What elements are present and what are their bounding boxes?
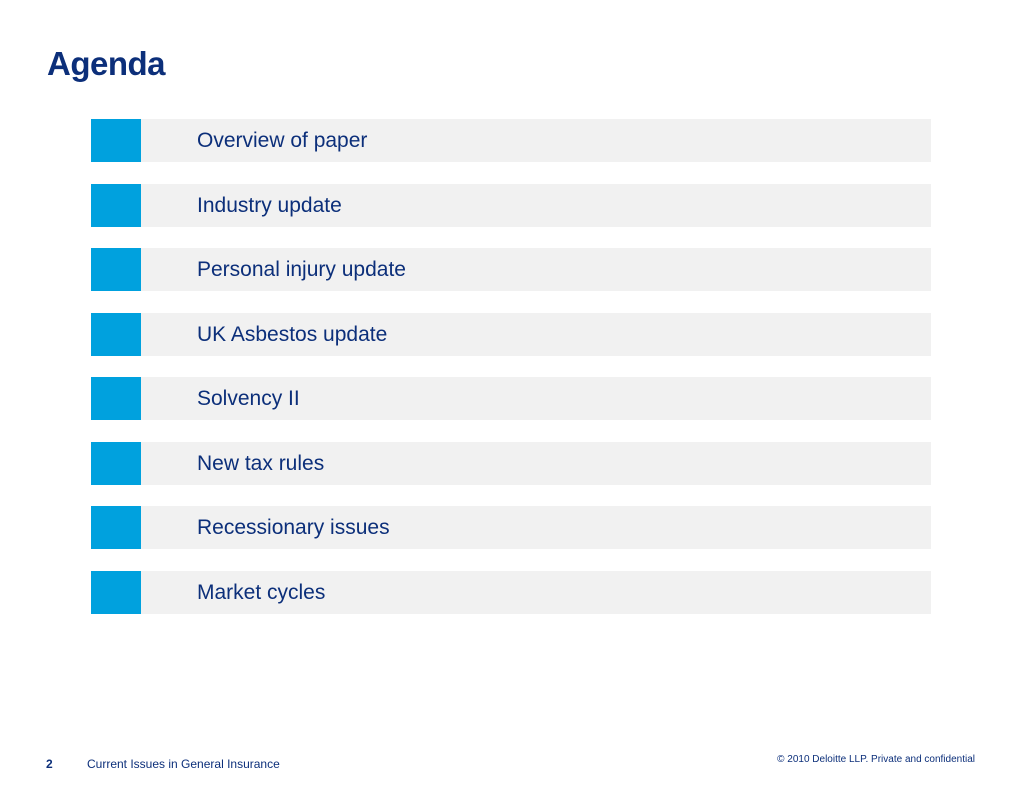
agenda-marker xyxy=(91,183,141,227)
agenda-marker xyxy=(91,570,141,614)
agenda-item: Industry update xyxy=(91,183,931,227)
agenda-item: UK Asbestos update xyxy=(91,312,931,356)
agenda-item-label: New tax rules xyxy=(197,451,325,475)
agenda-list: Overview of paper Industry update Person… xyxy=(91,119,931,635)
agenda-item: Overview of paper xyxy=(91,119,931,162)
agenda-item-label: Industry update xyxy=(197,193,342,217)
footer-copyright: © 2010 Deloitte LLP. Private and confide… xyxy=(777,754,975,765)
agenda-item-label: Recessionary issues xyxy=(197,516,390,539)
agenda-item-label: Market cycles xyxy=(197,580,326,604)
agenda-marker xyxy=(91,119,141,162)
agenda-item: Solvency II xyxy=(91,377,931,420)
agenda-marker xyxy=(91,377,141,420)
agenda-item-label: Solvency II xyxy=(197,387,300,410)
page-number: 2 xyxy=(46,757,53,771)
agenda-item-label: Personal injury update xyxy=(197,258,406,281)
agenda-item: Recessionary issues xyxy=(91,506,931,549)
page-title: Agenda xyxy=(47,45,166,82)
agenda-item: Market cycles xyxy=(91,570,931,614)
agenda-marker xyxy=(91,441,141,485)
agenda-marker xyxy=(91,506,141,549)
agenda-item: Personal injury update xyxy=(91,248,931,291)
agenda-marker xyxy=(91,248,141,291)
footer-document-title: Current Issues in General Insurance xyxy=(87,757,280,771)
agenda-item-label: Overview of paper xyxy=(197,129,368,152)
agenda-item-label: UK Asbestos update xyxy=(197,322,388,346)
agenda-item: New tax rules xyxy=(91,441,931,485)
agenda-marker xyxy=(91,312,141,356)
